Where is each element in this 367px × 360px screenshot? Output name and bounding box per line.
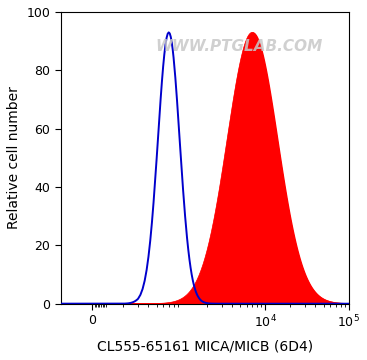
Text: WWW.PTGLAB.COM: WWW.PTGLAB.COM [156, 40, 323, 54]
Y-axis label: Relative cell number: Relative cell number [7, 86, 21, 229]
X-axis label: CL555-65161 MICA/MICB (6D4): CL555-65161 MICA/MICB (6D4) [97, 339, 313, 353]
